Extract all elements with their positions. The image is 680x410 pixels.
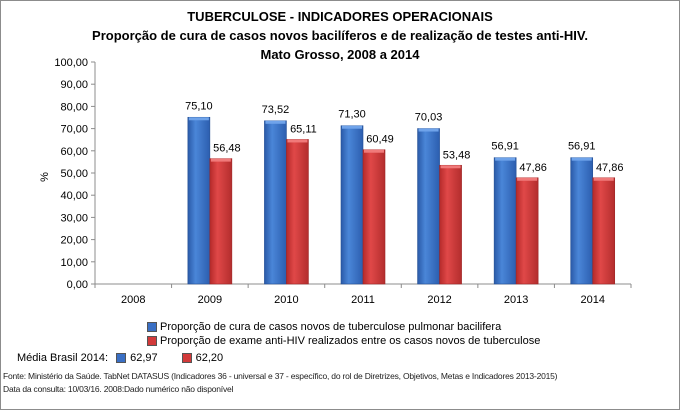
bar-top-highlight [364,149,384,153]
data-label: 70,03 [415,112,443,124]
legend-swatch-blue [147,322,157,332]
legend-swatch-red [147,336,157,346]
y-tick-label: 50,00 [60,168,88,180]
x-tick-label: 2012 [427,294,451,306]
y-tick-label: 60,00 [60,146,88,158]
chart-title: TUBERCULOSE - INDICADORES OPERACIONAIS [187,9,493,24]
bar-cura [417,128,440,285]
data-label: 73,52 [262,104,290,116]
bar-top-highlight [418,128,439,132]
data-label: 47,86 [596,162,624,174]
legend-item-hiv: Proporção de exame anti-HIV realizados e… [147,334,540,348]
legend-label-cura: Proporção de cura de casos novos de tube… [160,321,502,333]
y-tick-label: 10,00 [60,257,88,269]
bar-cura [187,116,211,285]
bar-top-highlight [517,177,538,181]
data-label: 53,48 [443,149,471,161]
bar-hiv [439,164,462,285]
data-label: 71,30 [338,109,366,121]
bar-top-highlight [593,177,614,181]
bar-hiv [592,177,616,285]
media-swatch-red [181,353,192,363]
bar-top-highlight [495,157,516,161]
chart-subtitle: Proporção de cura de casos novos bacilíf… [92,28,588,43]
bar-cura [570,157,594,285]
legend: Proporção de cura de casos novos de tube… [147,320,540,348]
y-tick-label: 30,00 [60,212,88,224]
bar-cura [493,157,517,285]
footer-source: Fonte: Ministério da Saúde. TabNet DATAS… [3,371,558,381]
bar-top-highlight [342,125,362,129]
chart-subtitle-region: Mato Grosso, 2008 a 2014 [260,47,420,62]
y-tick-label: 90,00 [60,79,88,91]
bar-hiv [286,139,309,285]
data-label: 47,86 [519,162,547,174]
media-hiv-value: 62,20 [195,352,224,364]
data-label: 56,91 [491,141,519,153]
legend-item-cura: Proporção de cura de casos novos de tube… [147,320,540,334]
bar-top-highlight [287,139,308,143]
bar-top-highlight [571,157,592,161]
x-tick-label: 2011 [351,294,375,306]
y-tick-label: 40,00 [60,190,88,202]
y-tick-label: 100,00 [54,57,88,69]
y-tick-label: 80,00 [60,101,88,113]
media-brasil: Média Brasil 2014: 62,97 62,20 [17,352,247,364]
bar-hiv [209,158,233,285]
x-tick-label: 2013 [504,294,528,306]
bar-top-highlight [210,158,231,162]
x-tick-label: 2010 [274,294,298,306]
legend-label-hiv: Proporção de exame anti-HIV realizados e… [160,335,541,347]
data-label: 75,10 [185,100,213,112]
bar-hiv [362,149,386,285]
x-tick-label: 2009 [198,294,222,306]
data-label: 65,11 [290,123,317,135]
bar-top-highlight [188,117,209,121]
bar-cura [264,120,287,285]
media-brasil-label: Média Brasil 2014: [17,352,109,364]
y-tick-label: 0,00 [67,279,88,291]
bar-hiv [515,177,539,285]
bar-top-highlight [440,165,461,169]
x-tick-label: 2014 [580,294,604,306]
media-swatch-blue [116,353,127,363]
y-axis-label: % [39,172,51,182]
media-cura-value: 62,97 [130,352,158,364]
footer-date-note: Data da consulta: 10/03/16. 2008:Dado nu… [3,384,234,394]
data-label: 56,91 [568,141,596,153]
x-tick-label: 2008 [121,294,145,306]
data-label: 60,49 [366,134,394,146]
y-tick-label: 20,00 [60,235,88,247]
y-tick-label: 70,00 [60,124,88,136]
bar-top-highlight [265,120,286,124]
data-label: 56,48 [213,143,241,155]
bar-cura [340,125,364,285]
